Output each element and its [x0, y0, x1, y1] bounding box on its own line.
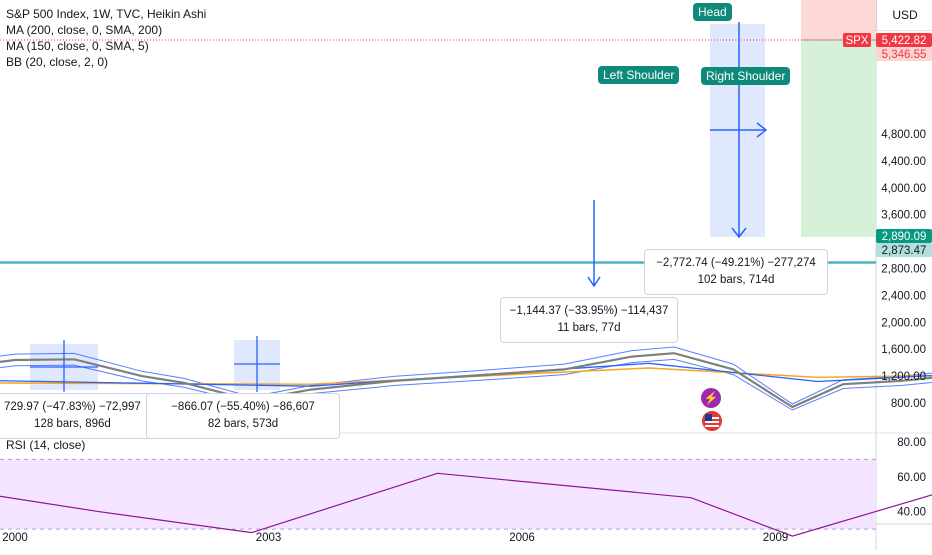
price-tag-4-text: 2,873.47	[882, 245, 927, 257]
projection-arrowhead	[731, 227, 747, 239]
price-tag-2[interactable]: 5,346.55	[876, 47, 932, 61]
price-tick-label: 2,400.00	[881, 290, 926, 302]
price-tag-4-bg	[876, 243, 932, 257]
price-tick-label: 2,000.00	[881, 317, 926, 329]
left-shoulder-label[interactable]: Left Shoulder	[598, 66, 680, 84]
symbol-title[interactable]: S&P 500 Index, 1W, TVC, Heikin Ashi	[6, 7, 207, 21]
target-zone-box	[801, 40, 876, 237]
rsi-tick-label: 80.00	[897, 437, 926, 449]
symbol-tag-text: SPX	[845, 35, 868, 47]
price-tick-label: 4,400.00	[881, 156, 926, 168]
price-tick-label: 1,600.00	[881, 344, 926, 356]
measure-4-change: −2,772.74 (−49.21%) −277,274	[656, 257, 816, 269]
chart-legend: S&P 500 Index, 1W, TVC, Heikin Ashi MA (…	[6, 6, 206, 70]
bb-lower	[0, 358, 932, 411]
rsi-tick-label: 60.00	[897, 472, 926, 484]
price-tick-label: 800.00	[891, 398, 926, 410]
price-tag-3-bg	[876, 229, 932, 243]
legend-ma150[interactable]: MA (150, close, 0, SMA, 5)	[6, 39, 149, 53]
time-tick-label: 2000	[2, 532, 28, 544]
legend-ma200[interactable]: MA (200, close, 0, SMA, 200)	[6, 23, 163, 37]
measure-1-bars: 128 bars, 896d	[34, 418, 111, 430]
measure-callout-4[interactable]: −2,772.74 (−49.21%) −277,274 102 bars, 7…	[644, 249, 828, 295]
price-tag-2-bg	[876, 47, 932, 61]
legend-bb[interactable]: BB (20, close, 2, 0)	[6, 55, 109, 69]
symbol-tag[interactable]: SPX	[843, 33, 871, 47]
price-tag-1-bg	[876, 33, 932, 47]
crash-2020-arrowhead	[587, 276, 601, 288]
time-tick-label: 2009	[763, 532, 789, 544]
head-label[interactable]: Head	[693, 3, 732, 21]
time-tick-label: 2006	[509, 532, 535, 544]
time-tick-label: 2003	[256, 532, 282, 544]
right-shoulder-label[interactable]: Right Shoulder	[701, 67, 791, 85]
measure-2-change: −866.07 (−55.40%) −86,607	[171, 401, 315, 413]
price-tick-label: 4,800.00	[881, 129, 926, 141]
price-tick-label: 3,600.00	[881, 210, 926, 222]
measure-callout-2[interactable]: −866.07 (−55.40%) −86,607 82 bars, 573d	[146, 393, 340, 439]
symbol-tag-bg	[843, 33, 871, 47]
measure-3-bars: 11 bars, 77d	[557, 322, 621, 334]
measure-2-bars: 82 bars, 573d	[207, 418, 279, 430]
projection-horizontal-arrowhead	[756, 122, 768, 138]
price-tick-label: 4,000.00	[881, 183, 926, 195]
price-tag-4[interactable]: 2,873.47	[876, 243, 932, 257]
measure-callout-3[interactable]: −1,144.37 (−33.95%) −114,437 11 bars, 77…	[500, 297, 678, 343]
price-tag-3-text: 2,890.09	[882, 231, 927, 243]
rsi-tick-label: 40.00	[897, 507, 926, 519]
rsi-band	[0, 459, 876, 530]
us-flag-icon[interactable]	[701, 410, 723, 432]
measure-callout-1[interactable]: 729.97 (−47.83%) −72,997 128 bars, 896d	[0, 393, 150, 439]
price-line	[0, 352, 932, 408]
measure-3-change: −1,144.37 (−33.95%) −114,437	[509, 305, 669, 317]
rsi-line	[0, 472, 932, 537]
measure-4-bars: 102 bars, 714d	[697, 274, 775, 286]
bb-upper	[0, 346, 932, 405]
price-tag-2-text: 5,346.55	[882, 49, 927, 61]
rsi-legend[interactable]: RSI (14, close)	[6, 438, 86, 452]
us-flag-graphic	[705, 414, 719, 428]
currency-selector[interactable]: USD	[876, 0, 932, 31]
price-tag-1-text: 5,422.82	[882, 35, 927, 47]
price-tick-label: 1,200.00	[881, 371, 926, 383]
price-tag-3[interactable]: 2,890.09	[876, 229, 932, 243]
measure-1-change: 729.97 (−47.83%) −72,997	[4, 401, 141, 413]
price-tick-label: 2,800.00	[881, 264, 926, 276]
price-tag-1[interactable]: 5,422.82	[876, 33, 932, 47]
lightning-icon[interactable]: ⚡	[701, 388, 721, 408]
